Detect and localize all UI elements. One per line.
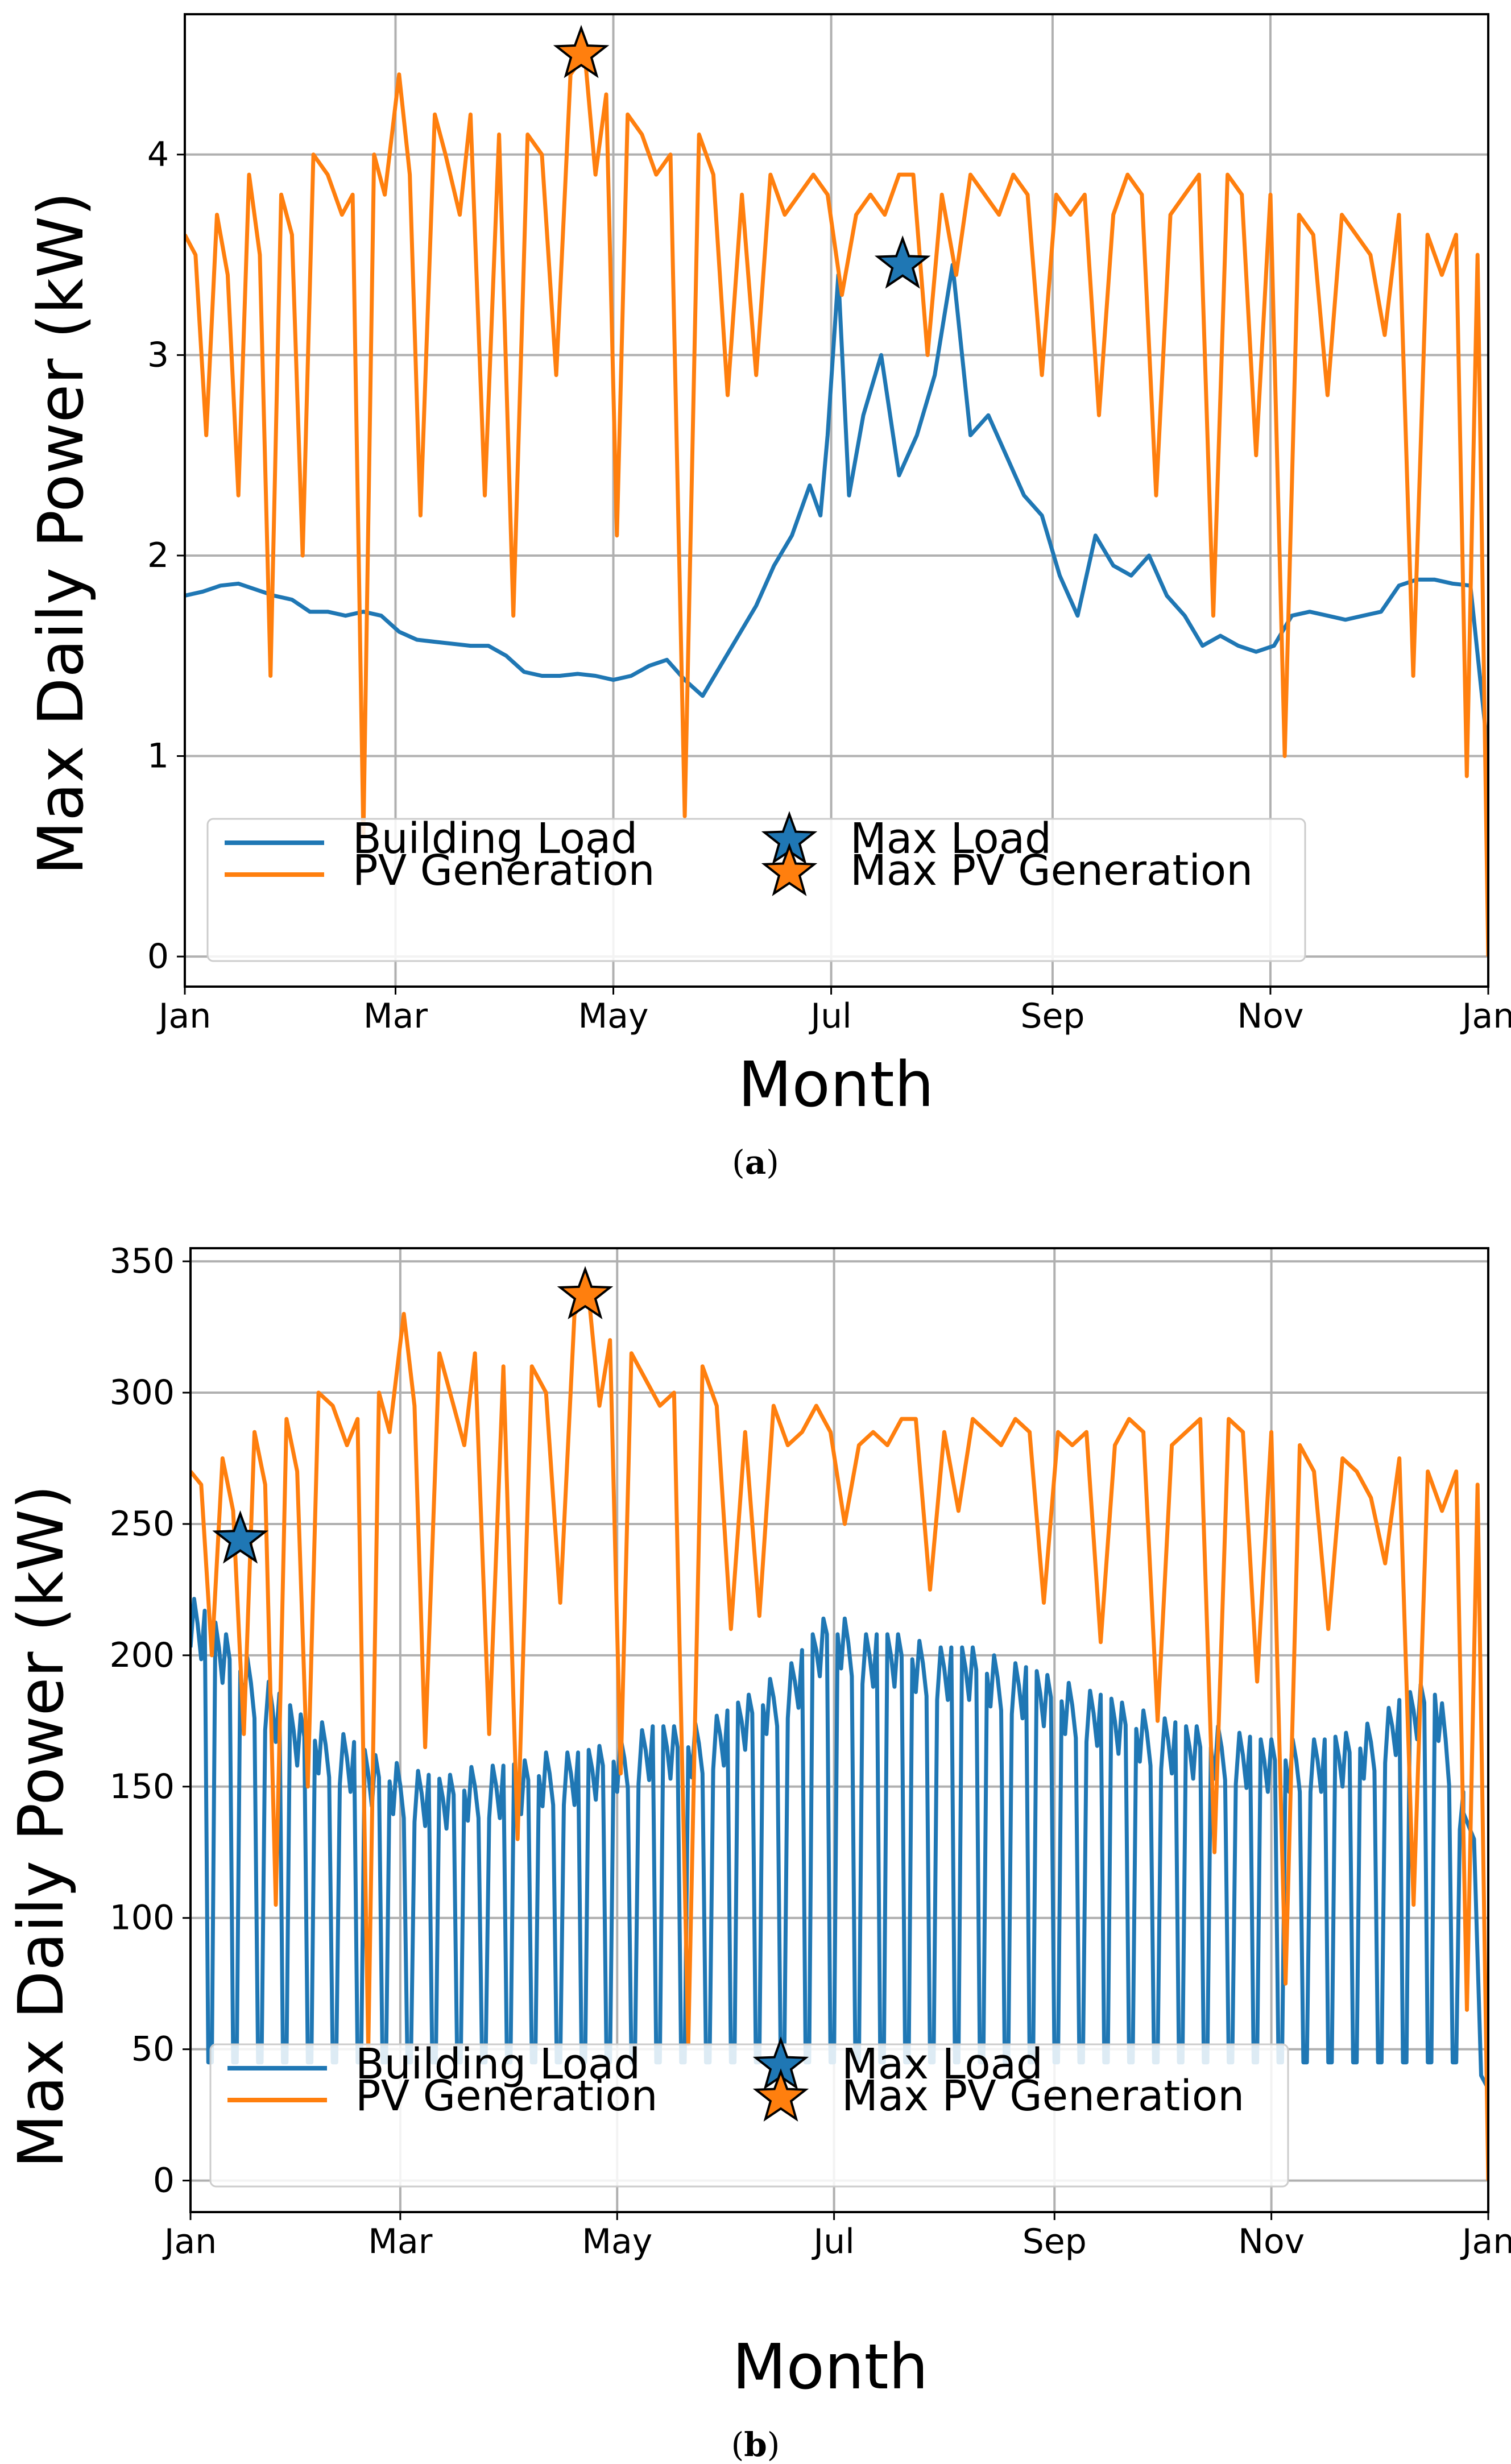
- x-tick-label: May: [578, 996, 649, 1036]
- y-tick-label: 50: [131, 2030, 175, 2069]
- x-tick-label: Jan: [162, 2222, 217, 2262]
- building-load-line: [185, 263, 1488, 756]
- y-tick-label: 350: [109, 1241, 175, 1281]
- axes-frame: [189, 1247, 1489, 2213]
- y-tick-label: 300: [109, 1373, 175, 1413]
- legend-max-pv-label: Max PV Generation: [842, 2072, 1244, 2121]
- x-tick-label: Jul: [811, 2222, 854, 2262]
- max-pv-marker: [553, 24, 610, 78]
- legend-box: [206, 818, 1306, 962]
- x-tick-label: Jan: [1460, 2222, 1511, 2262]
- x-axis-label-b: Month: [732, 2330, 929, 2403]
- plot-area-a: Jan Mar May Jul Sep Nov Jan 0 1 2 3 4 Building LoadP…: [147, 13, 1511, 1036]
- y-tick-label: 3: [147, 335, 169, 375]
- y-tick-label: 100: [109, 1898, 175, 1938]
- chart-b: Jan Mar May Jul Sep Nov Jan 0 50 100 150 200 250 300 3…: [5, 1241, 1511, 2403]
- max-load-marker: [874, 235, 931, 289]
- panel-b: Jan Mar May Jul Sep Nov Jan 0 50 100 150 200 250 300 3…: [0, 1223, 1511, 2464]
- y-tick-label: 4: [147, 135, 169, 175]
- pv-generation-line: [191, 1293, 1488, 2181]
- axes-frame: [184, 13, 1489, 988]
- pv-generation-line: [185, 52, 1488, 957]
- y-tick-label: 150: [109, 1767, 175, 1807]
- y-tick-label: 0: [147, 937, 169, 976]
- x-tick-label: Sep: [1022, 2222, 1087, 2262]
- caption-b: (b): [731, 2425, 780, 2464]
- legend-box: [209, 2043, 1289, 2188]
- x-tick-label: Sep: [1020, 996, 1084, 1036]
- legend-max-load-label: Max Load: [842, 2040, 1043, 2089]
- x-tick-label: Mar: [368, 2222, 433, 2262]
- x-tick-label: Jul: [808, 996, 851, 1036]
- x-tick-label: May: [582, 2222, 652, 2262]
- series-group: [185, 52, 1488, 957]
- legend-max-pv-star: [752, 2068, 809, 2122]
- y-axis-label-a: Max Daily Power (kW): [24, 192, 97, 875]
- x-axis-label-a: Month: [738, 1048, 934, 1121]
- y-tick-label: 250: [109, 1504, 175, 1544]
- x-tick-label: Nov: [1237, 996, 1303, 1036]
- legend-load-label: Building Load: [355, 2040, 640, 2089]
- x-tick-label: Mar: [363, 996, 428, 1036]
- y-axis-label-b: Max Daily Power (kW): [5, 1485, 77, 2168]
- caption-a: (a): [732, 1143, 779, 1182]
- plot-area-b: Jan Mar May Jul Sep Nov Jan 0 50 100 150 200 250 300 3…: [109, 1241, 1511, 2262]
- x-tick-label: Jan: [156, 996, 212, 1036]
- legend-pv-label: PV Generation: [355, 2072, 658, 2121]
- y-tick-label: 0: [153, 2161, 175, 2201]
- y-tick-label: 2: [147, 536, 169, 575]
- chart-a: Jan Mar May Jul Sep Nov Jan 0 1 2 3 4 Building LoadP…: [24, 13, 1511, 1121]
- legend-pv-label: PV Generation: [353, 846, 655, 895]
- y-tick-label: 1: [147, 736, 169, 776]
- panel-a: Jan Mar May Jul Sep Nov Jan 0 1 2 3 4 Building Load P…: [0, 0, 1511, 1223]
- y-tick-label: 200: [109, 1635, 175, 1675]
- x-tick-label: Jan: [1460, 996, 1511, 1036]
- legend-load-label: Building Load: [353, 814, 637, 863]
- x-tick-label: Nov: [1238, 2222, 1305, 2262]
- legend-max-load-label: Max Load: [850, 814, 1052, 863]
- legend-max-pv-label: Max PV Generation: [850, 846, 1253, 895]
- max-pv-marker: [557, 1266, 614, 1320]
- max-load-marker: [212, 1510, 268, 1564]
- legend-max-pv-star: [761, 843, 818, 896]
